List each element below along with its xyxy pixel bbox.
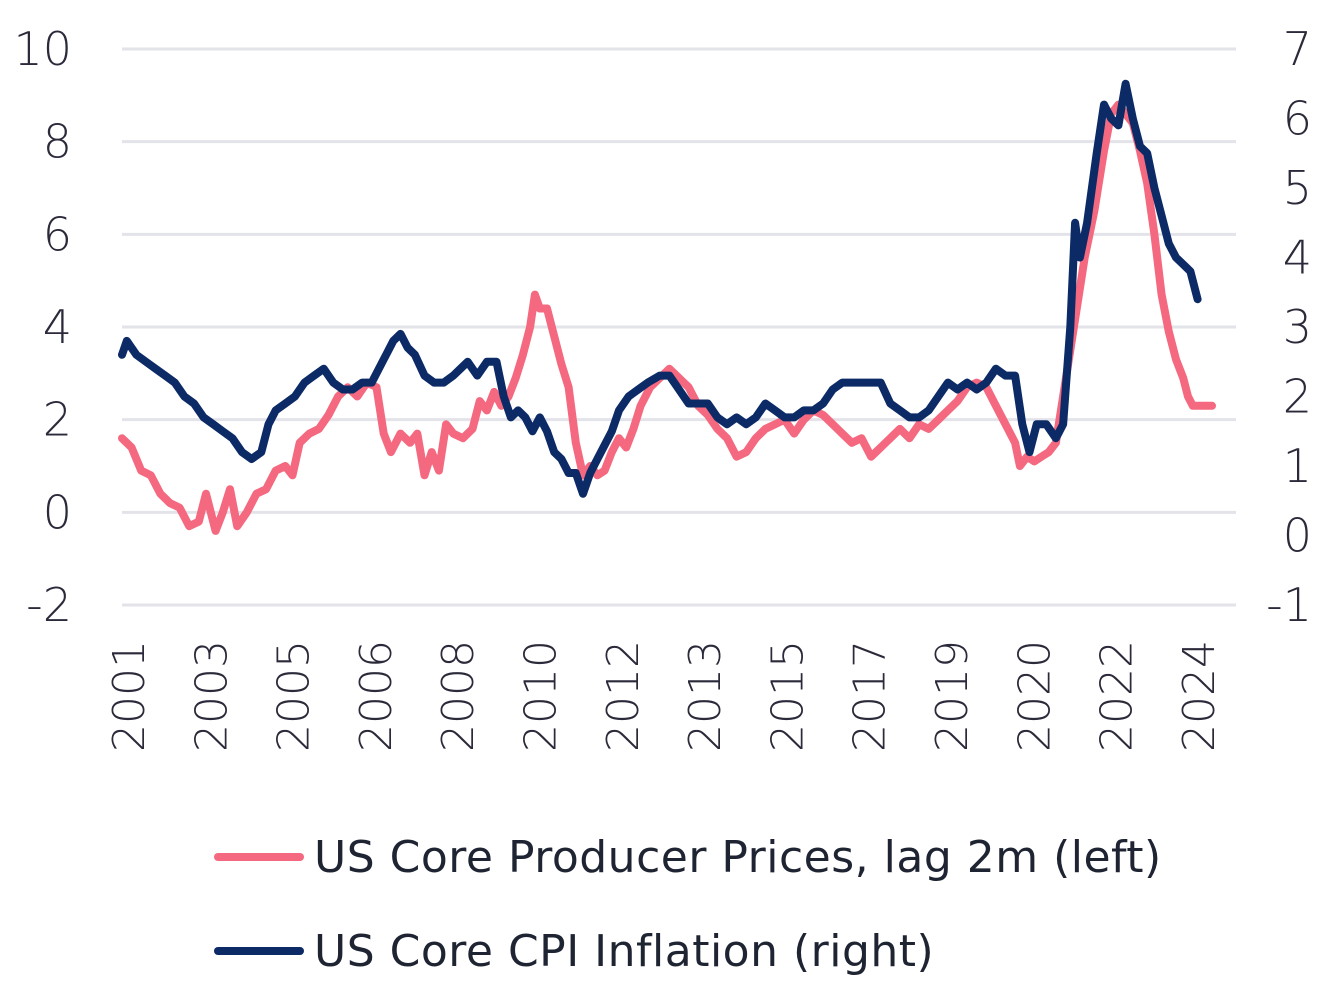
series-line-core-cpi <box>118 79 1202 498</box>
legend-label-cpi: US Core CPI Inflation (right) <box>314 925 935 977</box>
left-tick-label: 10 <box>13 22 72 76</box>
x-tick-label: 2019 <box>927 640 978 752</box>
x-tick-label: 2005 <box>269 640 320 752</box>
x-tick-label: 2006 <box>351 640 402 752</box>
right-tick-label: 6 <box>1283 92 1312 146</box>
x-tick-label: 2017 <box>845 640 896 752</box>
right-tick-label: 1 <box>1283 439 1312 493</box>
x-tick-label: 2022 <box>1092 640 1143 752</box>
x-tick-label: 2024 <box>1174 640 1225 752</box>
left-tick-label: 2 <box>43 393 72 447</box>
right-axis-ticks: 7 6 5 4 3 2 1 0 -1 <box>1266 22 1312 632</box>
legend-item-ppi: US Core Producer Prices, lag 2m (left) <box>214 810 1162 904</box>
series-lines <box>118 79 1216 535</box>
right-tick-label: 7 <box>1283 22 1312 76</box>
right-tick-label: 3 <box>1283 300 1312 354</box>
x-tick-label: 2020 <box>1009 640 1060 752</box>
right-tick-label: 5 <box>1283 161 1312 215</box>
right-tick-label: -1 <box>1266 578 1312 632</box>
x-tick-label: 2008 <box>433 640 484 752</box>
x-axis-ticks: 2001 2003 2005 2006 2008 2010 2012 2013 2015 2017… <box>104 640 1225 752</box>
x-tick-label: 2013 <box>680 640 731 752</box>
right-tick-label: 2 <box>1283 370 1312 424</box>
left-tick-label: 0 <box>43 485 72 539</box>
x-tick-label: 2015 <box>762 640 813 752</box>
x-tick-label: 2003 <box>186 640 237 752</box>
right-tick-label: 4 <box>1283 231 1312 285</box>
left-tick-label: 6 <box>43 207 72 261</box>
gridlines <box>122 47 1236 607</box>
legend-swatch-cpi <box>214 947 304 955</box>
x-tick-label: 2001 <box>104 640 155 752</box>
x-tick-label: 2012 <box>598 640 649 752</box>
left-axis-ticks: 10 8 6 4 2 0 -2 <box>13 22 72 632</box>
right-tick-label: 0 <box>1283 509 1312 563</box>
series-line-producer-prices <box>118 100 1216 535</box>
legend-label-ppi: US Core Producer Prices, lag 2m (left) <box>314 831 1162 883</box>
left-tick-label: 4 <box>43 300 72 354</box>
left-tick-label: 8 <box>43 115 72 169</box>
x-tick-label: 2010 <box>516 640 567 752</box>
legend-swatch-ppi <box>214 853 304 861</box>
legend: US Core Producer Prices, lag 2m (left) U… <box>214 810 1162 998</box>
legend-item-cpi: US Core CPI Inflation (right) <box>214 904 1162 998</box>
left-tick-label: -2 <box>26 578 72 632</box>
